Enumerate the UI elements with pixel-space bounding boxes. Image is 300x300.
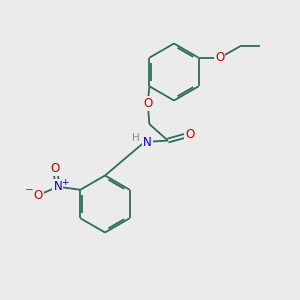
Text: −: − (25, 185, 34, 195)
Text: O: O (34, 189, 43, 202)
Text: +: + (61, 178, 68, 187)
Text: O: O (143, 97, 152, 110)
Text: N: N (143, 136, 152, 148)
Text: O: O (185, 128, 194, 141)
Text: H: H (132, 134, 140, 143)
Text: O: O (50, 162, 59, 175)
Text: O: O (215, 51, 224, 64)
Text: N: N (53, 180, 62, 193)
